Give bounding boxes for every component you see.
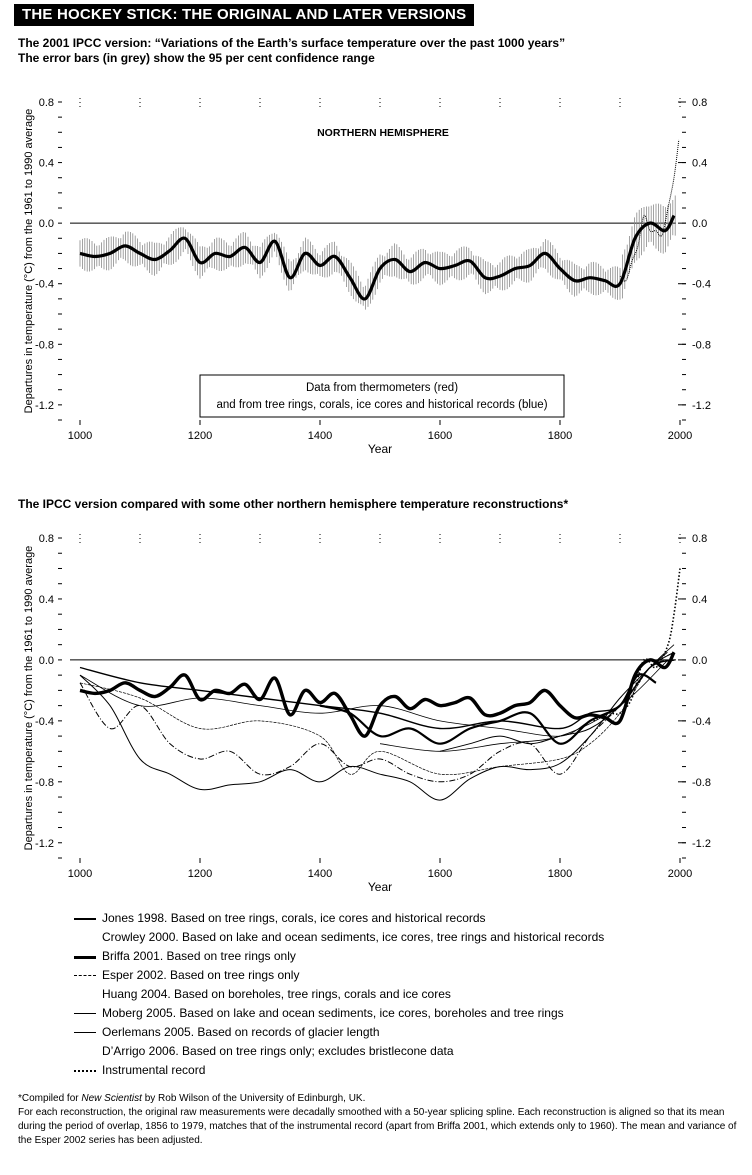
- x-axis-label: Year: [368, 442, 392, 456]
- legend-item-esper-2002: Esper 2002. Based on tree rings only: [62, 966, 694, 985]
- y-tick-label-right: 0.0: [692, 218, 707, 230]
- y-tick-label-right: -0.4: [692, 279, 711, 291]
- chart1-legend-box: [199, 374, 565, 418]
- reconstruction-legend: Jones 1998. Based on tree rings, corals,…: [62, 905, 694, 1085]
- y-axis-label: Departures in temperature (°C) from the …: [23, 109, 35, 414]
- legend-label: Huang 2004. Based on boreholes, tree rin…: [102, 987, 451, 1001]
- series-jones-1998: [79, 659, 675, 730]
- legend-item-instrumental-record: Instrumental record: [62, 1061, 694, 1080]
- legend-label: Oerlemans 2005. Based on records of glac…: [102, 1025, 380, 1039]
- series-esper-2002: [79, 651, 675, 783]
- series-darrigo-2006: [79, 659, 672, 776]
- y-tick-label-left: -0.4: [35, 279, 54, 291]
- legend-label: Briffa 2001. Based on tree rings only: [102, 949, 296, 963]
- chart1-title: NORTHERN HEMISPHERE: [317, 127, 449, 139]
- chart-reconstructions-comparison: 0.8 0.8 0.4 0.4 0.0 0.0 -0.4 -0.4 -0.8 -0.8 -1.2 -1…: [23, 533, 711, 894]
- legend-swatch: [74, 918, 96, 920]
- compiled-prefix: *Compiled for: [18, 1093, 82, 1104]
- legend-swatch: [74, 1070, 96, 1072]
- y-tick-label-left: 0.4: [39, 594, 54, 606]
- x-tick-label: 1200: [188, 430, 212, 442]
- compiled-suffix: by Rob Wilson of the University of Edinb…: [141, 1093, 366, 1104]
- y-tick-label-right: -1.2: [692, 838, 711, 850]
- legend-label: D’Arrigo 2006. Based on tree rings only;…: [102, 1044, 454, 1058]
- y-tick-label-left: -0.8: [35, 777, 54, 789]
- x-tick-label: 1800: [548, 868, 572, 880]
- legend-label: Jones 1998. Based on tree rings, corals,…: [102, 911, 486, 925]
- x-tick-label: 2000: [668, 430, 692, 442]
- series-briffa-2001: [319, 673, 657, 745]
- chart1-error-bar-note: The error bars (in grey) show the 95 per…: [18, 51, 375, 65]
- y-tick-label-right: -0.8: [692, 777, 711, 789]
- y-tick-label-right: 0.0: [692, 655, 707, 667]
- legend-item-oerlemans-2005: Oerlemans 2005. Based on records of glac…: [62, 1023, 694, 1042]
- y-tick-label-left: 0.0: [39, 218, 54, 230]
- y-tick-label-right: -1.2: [692, 400, 711, 412]
- legend-swatch: [74, 1013, 96, 1014]
- series-moberg-2005: [79, 651, 668, 801]
- y-tick-label-left: 0.8: [39, 97, 54, 109]
- chart1-legend-line2: and from tree rings, corals, ice cores a…: [216, 399, 547, 411]
- x-axis-label: Year: [368, 880, 392, 894]
- y-axis-label: Departures in temperature (°C) from the …: [23, 546, 35, 851]
- chart1-subtitle: The 2001 IPCC version: “Variations of th…: [18, 36, 566, 50]
- y-tick-label-left: 0.0: [39, 655, 54, 667]
- compiled-credit: *Compiled for New Scientist by Rob Wilso…: [18, 1092, 738, 1106]
- y-tick-label-left: -0.4: [35, 716, 54, 728]
- y-tick-label-right: 0.8: [692, 97, 707, 109]
- x-tick-label: 1800: [548, 430, 572, 442]
- banner-title: THE HOCKEY STICK: THE ORIGINAL AND LATER…: [14, 4, 475, 26]
- x-tick-label: 2000: [668, 868, 692, 880]
- legend-swatch: [74, 975, 96, 976]
- series-ipcc-2001: [79, 651, 676, 738]
- legend-item-jones-1998: Jones 1998. Based on tree rings, corals,…: [62, 909, 694, 928]
- series-crowley-2000: [79, 644, 675, 737]
- x-tick-label: 1600: [428, 430, 452, 442]
- legend-label: Instrumental record: [102, 1063, 206, 1077]
- y-tick-label-left: 0.4: [39, 158, 54, 170]
- legend-label: Crowley 2000. Based on lake and ocean se…: [102, 930, 605, 944]
- method-note: For each reconstruction, the original ra…: [18, 1107, 737, 1146]
- y-tick-label-right: -0.8: [692, 339, 711, 351]
- x-tick-label: 1400: [308, 430, 332, 442]
- legend-label: Esper 2002. Based on tree rings only: [102, 968, 300, 982]
- y-tick-label-right: 0.4: [692, 594, 707, 606]
- y-tick-label-left: 0.8: [39, 533, 54, 545]
- legend-item-crowley-2000: Crowley 2000. Based on lake and ocean se…: [62, 928, 694, 947]
- chart2-subtitle: The IPCC version compared with some othe…: [18, 497, 569, 511]
- x-tick-label: 1600: [428, 868, 452, 880]
- y-tick-label-right: 0.8: [692, 533, 707, 545]
- series-oerlemans-2005: [439, 651, 675, 752]
- y-tick-label-left: -1.2: [35, 400, 54, 412]
- x-tick-label: 1000: [68, 430, 92, 442]
- x-tick-label: 1000: [68, 868, 92, 880]
- footnotes: *Compiled for New Scientist by Rob Wilso…: [18, 1092, 738, 1148]
- y-tick-label-left: -1.2: [35, 838, 54, 850]
- legend-item-moberg-2005: Moberg 2005. Based on lake and ocean sed…: [62, 1004, 694, 1023]
- x-tick-label: 1200: [188, 868, 212, 880]
- legend-label: Moberg 2005. Based on lake and ocean sed…: [102, 1006, 564, 1020]
- y-tick-label-right: 0.4: [692, 158, 707, 170]
- x-tick-label: 1400: [308, 868, 332, 880]
- legend-item-huang-2004: Huang 2004. Based on boreholes, tree rin…: [62, 985, 694, 1004]
- compiled-publication: New Scientist: [81, 1093, 142, 1104]
- series-instrumental-record: [593, 568, 681, 722]
- y-tick-label-left: -0.8: [35, 339, 54, 351]
- series-ipcc-2001: [79, 214, 676, 301]
- legend-swatch: [74, 1032, 96, 1033]
- legend-item-briffa-2001: Briffa 2001. Based on tree rings only: [62, 947, 694, 966]
- legend-item-darrigo-2006: D’Arrigo 2006. Based on tree rings only;…: [62, 1042, 694, 1061]
- chart-ipcc-2001: 0.8 0.8 0.4 0.4 0.0 0.0 -0.4 -0.4 -0.8 -0.8 -1.2 -1…: [23, 97, 711, 456]
- series-instrumental-record: [619, 139, 680, 282]
- chart1-legend-line1: Data from thermometers (red): [306, 382, 458, 394]
- y-tick-label-right: -0.4: [692, 716, 711, 728]
- legend-swatch: [74, 956, 96, 959]
